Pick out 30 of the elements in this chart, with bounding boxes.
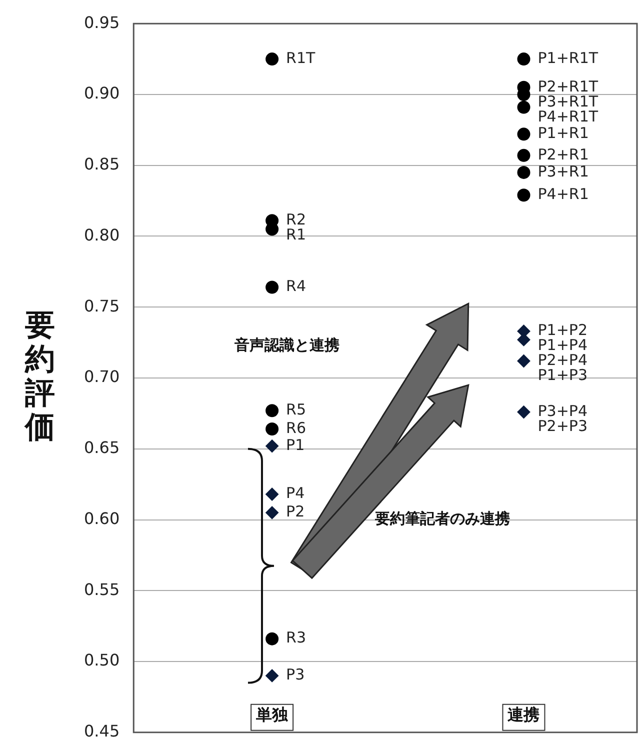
y-tick-label: 0.80	[84, 225, 120, 244]
y-axis-title: 要約評価	[24, 308, 55, 445]
annotation: P2	[286, 502, 305, 521]
annotation: P1+R1	[538, 124, 589, 142]
y-tick-label: 0.50	[84, 650, 120, 670]
annotation: P3+R1	[538, 162, 589, 180]
y-tick-label: 0.45	[84, 722, 120, 741]
annotation: R6	[286, 418, 306, 437]
annotation: P4+R1	[538, 185, 589, 204]
annotation: P2+R1	[538, 145, 589, 164]
annotation: P3	[286, 666, 305, 684]
annotation: R1T	[286, 48, 316, 67]
annotation: R3	[286, 628, 306, 647]
y-tick-label: 0.55	[84, 580, 120, 599]
annotation: 要約筆記者のみ連携	[374, 510, 510, 528]
annotation: P4	[286, 484, 305, 502]
y-tick-label: 0.85	[84, 154, 120, 174]
y-tick-label: 0.90	[84, 84, 120, 103]
y-tick-label: 0.95	[84, 12, 120, 32]
y-tick-label: 0.70	[84, 367, 120, 386]
y-tick-label: 0.75	[84, 296, 120, 316]
x-tick-label: 単独	[255, 705, 290, 724]
annotation: P1+R1T	[538, 48, 599, 67]
annotation: P1	[286, 436, 305, 454]
annotation: R4	[286, 277, 306, 296]
annotation: 音声認識と連携	[233, 336, 340, 354]
annotation: R5	[286, 400, 306, 418]
y-tick-label: 0.65	[84, 438, 120, 458]
y-tick-label: 0.60	[84, 508, 120, 528]
x-tick-label: 連携	[508, 705, 540, 724]
